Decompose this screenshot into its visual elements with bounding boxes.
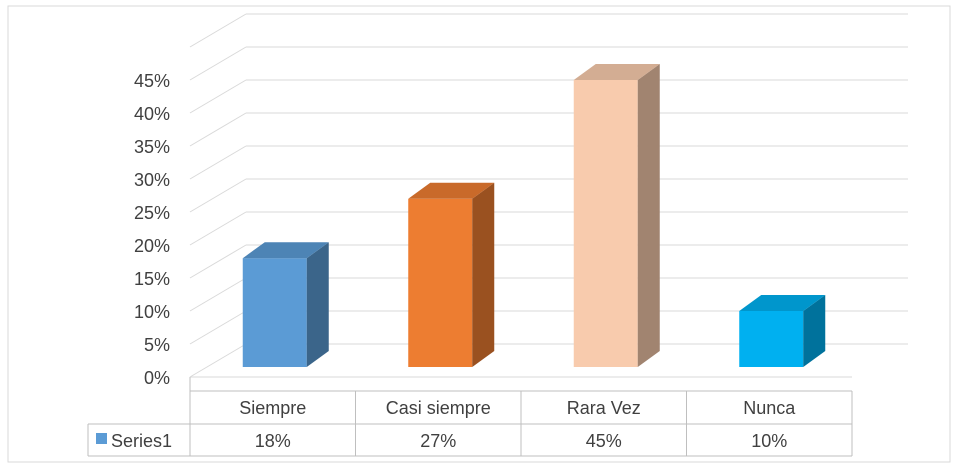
y-tick-label: 45% <box>134 71 170 91</box>
bar-top-face <box>739 295 826 311</box>
gridline-depth <box>189 178 247 213</box>
bar-front-face <box>242 258 307 367</box>
bar <box>242 242 329 367</box>
bar <box>739 295 826 367</box>
gridline-depth <box>189 244 247 279</box>
legend-series-name: Series1 <box>111 431 172 451</box>
y-tick-label: 10% <box>134 302 170 322</box>
bar-top-face <box>573 64 660 80</box>
bar <box>408 182 495 367</box>
bar <box>573 64 660 367</box>
category-label: Rara Vez <box>567 398 641 418</box>
bar-top-face <box>242 242 329 259</box>
y-tick-label: 40% <box>134 104 170 124</box>
y-axis-ticks: 0% 5% 10% 15% 20% 25% 30% 35% 40% 45% <box>134 71 170 388</box>
y-tick-label: 30% <box>134 170 170 190</box>
bars <box>242 64 826 367</box>
bar-front-face <box>739 311 804 367</box>
bar-side-face <box>637 64 660 367</box>
category-label: Nunca <box>743 398 796 418</box>
bar-side-face <box>306 242 329 367</box>
data-label: 45% <box>586 431 622 451</box>
data-label: 18% <box>255 431 291 451</box>
gridline-depth <box>189 46 247 81</box>
gridline-depth <box>189 343 247 378</box>
bar-front-face <box>573 80 638 367</box>
category-label: Siempre <box>239 398 306 418</box>
y-tick-label: 35% <box>134 137 170 157</box>
bar-front-face <box>408 198 473 367</box>
y-tick-label: 20% <box>134 236 170 256</box>
y-tick-label: 25% <box>134 203 170 223</box>
data-label: 10% <box>751 431 787 451</box>
gridline-depth <box>189 79 247 114</box>
gridline-depth <box>189 310 247 345</box>
bar-side-face <box>472 182 495 367</box>
gridline-depth <box>189 13 247 48</box>
gridline-depth <box>189 112 247 147</box>
data-table: Siempre Casi siempre Rara Vez Nunca 18% 27% 45… <box>87 377 853 457</box>
y-tick-label: 5% <box>144 335 170 355</box>
category-label: Casi siempre <box>386 398 491 418</box>
bar-top-face <box>408 182 495 199</box>
gridline-depth <box>189 211 247 246</box>
y-tick-label: 15% <box>134 269 170 289</box>
gridline-depth <box>189 277 247 312</box>
y-tick-label: 0% <box>144 368 170 388</box>
gridline-depth <box>189 145 247 180</box>
legend-key <box>96 433 107 444</box>
bar-side-face <box>803 295 826 367</box>
data-label: 27% <box>420 431 456 451</box>
